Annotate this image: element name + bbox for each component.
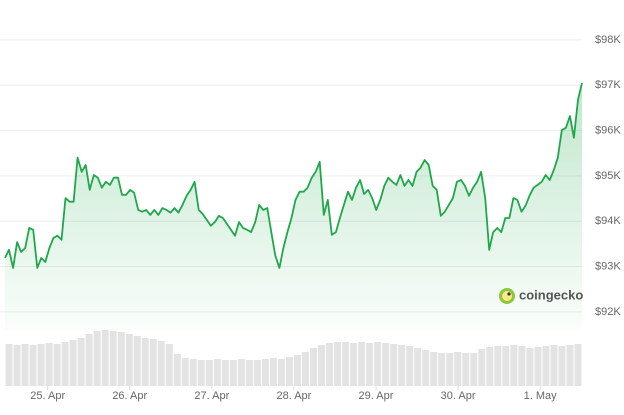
volume-bar: [117, 332, 125, 386]
volume-bar: [310, 348, 318, 386]
x-tick-label: 29. Apr: [359, 390, 394, 402]
volume-bar: [93, 331, 101, 386]
volume-bar: [69, 340, 77, 386]
volume-bar: [414, 348, 422, 386]
x-tick-label: 30. Apr: [441, 390, 476, 402]
y-tick-label: $93K: [595, 260, 621, 272]
volume-bar: [486, 347, 494, 386]
volume-bar: [237, 359, 245, 386]
volume-bar: [478, 349, 486, 386]
volume-bar: [574, 344, 582, 386]
y-tick-label: $92K: [595, 306, 621, 318]
volume-bar: [213, 359, 221, 386]
volume-bar: [173, 354, 181, 386]
volume-bar: [13, 345, 21, 386]
y-tick-label: $98K: [595, 34, 621, 46]
volume-bar: [350, 343, 358, 386]
volume-bar: [189, 359, 197, 386]
volume-bar: [334, 342, 342, 386]
volume-bar: [157, 341, 165, 386]
volume-bar: [302, 352, 310, 386]
volume-bar: [229, 360, 237, 386]
volume-bar: [406, 346, 414, 386]
volume-bar: [558, 346, 566, 386]
volume-bar: [422, 350, 430, 386]
y-tick-label: $96K: [595, 124, 621, 136]
x-tick-label: 26. Apr: [112, 390, 147, 402]
volume-bar: [109, 331, 117, 386]
volume-bar: [221, 360, 229, 386]
volume-bar: [61, 342, 69, 386]
x-tick-label: 25. Apr: [30, 390, 65, 402]
x-tick-label: 28. Apr: [276, 390, 311, 402]
volume-bar: [390, 344, 398, 386]
volume-bar: [326, 343, 334, 386]
x-tick-label: 1. May: [524, 390, 558, 402]
volume-bar: [165, 344, 173, 386]
y-tick-label: $94K: [595, 215, 621, 227]
volume-bar: [205, 360, 213, 386]
volume-bar: [502, 346, 510, 386]
volume-bar: [5, 344, 13, 386]
x-tick-label: 27. Apr: [194, 390, 229, 402]
volume-bar: [269, 358, 277, 386]
volume-bar: [366, 343, 374, 386]
volume-bar: [374, 342, 382, 386]
volume-bar: [358, 342, 366, 386]
volume-bar: [446, 353, 454, 386]
volume-bar: [438, 353, 446, 386]
volume-bar: [245, 360, 253, 386]
volume-bar: [29, 345, 37, 386]
y-tick-label: $95K: [595, 170, 621, 182]
volume-bar: [494, 346, 502, 386]
volume-bar: [542, 346, 550, 386]
volume-bar: [470, 353, 478, 386]
watermark-logo: [499, 288, 515, 304]
watermark: coingecko: [519, 287, 583, 302]
volume-bar: [398, 345, 406, 386]
volume-bar: [125, 334, 133, 386]
volume-bar: [510, 345, 518, 386]
volume-bar: [261, 359, 269, 386]
volume-bar: [462, 353, 470, 386]
volume-bar: [85, 334, 93, 386]
volume-bar: [342, 342, 350, 386]
volume-bar: [534, 347, 542, 386]
volume-bar: [277, 359, 285, 386]
volume-bar: [253, 360, 261, 386]
volume-bar: [318, 345, 326, 386]
volume-bar: [518, 346, 526, 386]
area: [5, 83, 582, 330]
volume-bar: [133, 336, 141, 386]
volume-bar: [382, 343, 390, 386]
volume-bar: [294, 355, 302, 386]
volume-bar: [181, 358, 189, 386]
volume-bar: [21, 344, 29, 386]
y-tick-label: $97K: [595, 79, 621, 91]
volume-bar: [45, 343, 53, 386]
volume-bar: [101, 330, 109, 386]
volume-bar: [197, 360, 205, 386]
volume-bar: [149, 339, 157, 386]
volume-bar: [37, 344, 45, 386]
volume-bar: [550, 345, 558, 386]
volume-bar: [77, 338, 85, 386]
volume-bar: [285, 357, 293, 386]
price-line: [4, 82, 583, 269]
volume-bar: [526, 348, 534, 386]
volume-bar: [454, 352, 462, 386]
volume-bar: [53, 344, 61, 386]
volume-bar: [141, 338, 149, 386]
volume-bar: [430, 352, 438, 386]
volume-bar: [566, 345, 574, 386]
